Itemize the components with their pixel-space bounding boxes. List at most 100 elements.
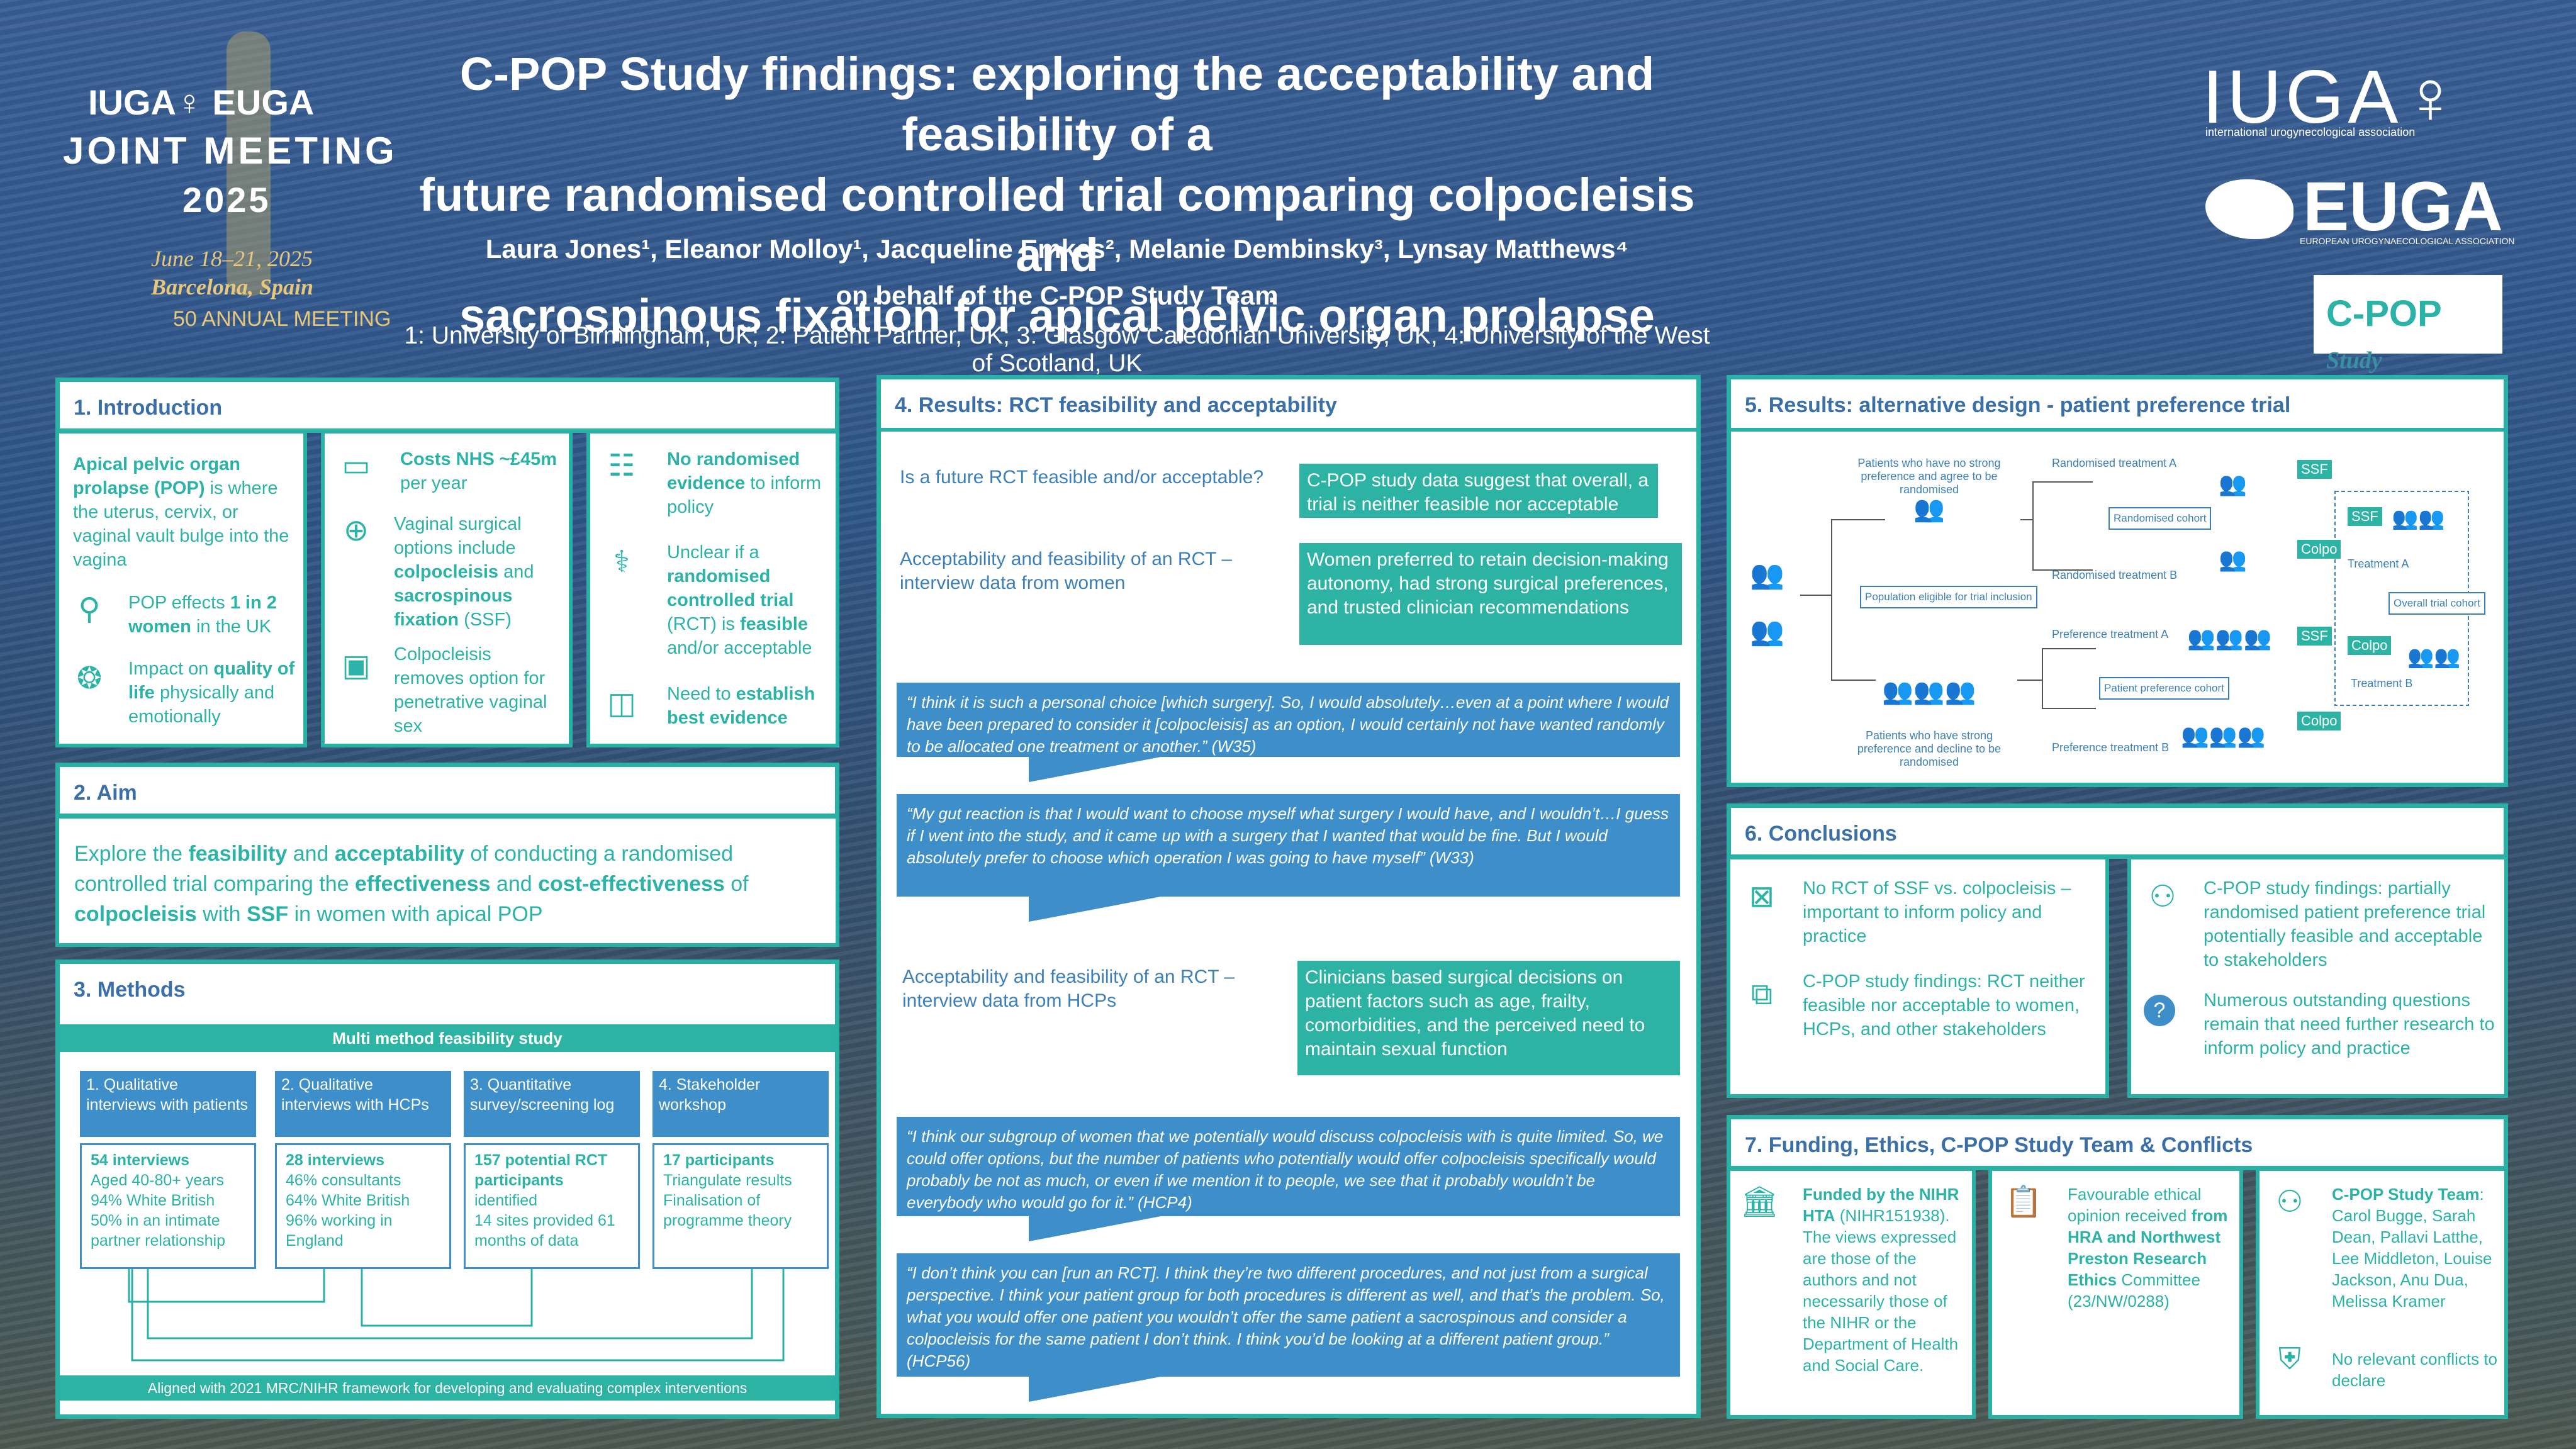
funding-heading: 7. Funding, Ethics, C-POP Study Team & C… xyxy=(1745,1133,2253,1157)
method-3-details: 157 potential RCT participants identifie… xyxy=(464,1143,640,1269)
affiliations: 1: University of Birmingham, UK; 2: Pati… xyxy=(404,322,1710,377)
randomised-a-label: Randomised treatment A xyxy=(2052,457,2177,469)
vag-b2: sacrospinous fixation xyxy=(394,586,513,630)
alt-design-panel: 5. Results: alternative design - patient… xyxy=(1727,375,2508,787)
team-card: ⚇ C-POP Study Team: Carol Bugge, Sarah D… xyxy=(2256,1167,2508,1419)
x-box-icon: ⊠ xyxy=(1749,880,1775,914)
euga-brain-icon xyxy=(2205,179,2293,239)
funding-card: 🏛 Funded by the NIHR HTA (NIHR151938). T… xyxy=(1727,1167,1976,1419)
nhs-cost: Costs NHS ~£45m per year xyxy=(400,447,564,495)
method-1-item: 94% White British xyxy=(91,1192,215,1209)
impact-pre: Impact on xyxy=(128,659,214,679)
results-divider xyxy=(881,428,1696,432)
aim-p5: of xyxy=(724,872,749,896)
no-rct-evidence: No randomised evidence to inform policy xyxy=(667,447,837,519)
method-1-item: 50% in an intimate partner relationship xyxy=(91,1212,226,1250)
method-3-item: identified xyxy=(474,1192,538,1209)
team-rest: : Carol Bugge, Sarah Dean, Pallavi Latth… xyxy=(2332,1185,2492,1311)
joint-meeting-year: 2025 xyxy=(182,180,271,220)
preference-a-label: Preference treatment A xyxy=(2052,628,2169,641)
aim-p2: and xyxy=(287,842,335,866)
randomised-b-label: Randomised treatment B xyxy=(2052,569,2178,581)
method-3-item: 14 sites provided 61 months of data xyxy=(474,1212,615,1250)
aim-b6: SSF xyxy=(247,902,289,926)
has-preference-label: Patients who have strong preference and … xyxy=(1857,729,2002,768)
iuga-logo: IUGA♀ xyxy=(2202,55,2463,139)
method-4-details: 17 participants Triangulate results Fina… xyxy=(652,1143,829,1269)
treatment-a-people: 👥👥 xyxy=(2392,506,2445,530)
women-icon: ⚲ xyxy=(78,593,101,626)
need-pre: Need to xyxy=(667,684,736,704)
alt-design-heading: 5. Results: alternative design - patient… xyxy=(1745,393,2291,417)
funding-text: Funded by the NIHR HTA (NIHR151938). The… xyxy=(1803,1183,1969,1376)
people-icons: 👥 xyxy=(2219,546,2247,572)
intro-header-panel: 1. Introduction xyxy=(55,378,839,433)
unclear-b2: feasible xyxy=(739,614,808,634)
title-line-3: sacrospinous fixation for apical pelvic … xyxy=(459,289,1655,342)
method-1-lead: 54 interviews xyxy=(91,1151,190,1169)
need-bold: establish best evidence xyxy=(667,684,815,728)
people-icons: 👥 xyxy=(2219,471,2247,496)
treatment-b-label: Treatment B xyxy=(2351,677,2413,690)
aim-body: Explore the feasibility and acceptabilit… xyxy=(55,815,839,947)
ssf-label: SSF xyxy=(2348,507,2382,526)
aim-text: Explore the feasibility and acceptabilit… xyxy=(74,839,820,929)
no-rct-bold: No randomised evidence xyxy=(667,449,800,493)
euga-logo: EUGA xyxy=(2303,168,2503,245)
method-2-item: 96% working in England xyxy=(286,1212,393,1250)
on-behalf: on behalf of the C-POP Study Team xyxy=(836,281,1279,310)
methods-connectors xyxy=(128,1269,785,1362)
randomised-patients-icon: 👥 xyxy=(1913,495,1945,523)
results-question-2: Acceptability and feasibility of an RCT … xyxy=(900,549,1233,593)
need-evidence: Need to establish best evidence xyxy=(667,682,837,730)
vag-mid: and xyxy=(498,562,534,582)
impact-bold: quality of life xyxy=(128,659,295,703)
aim-b1: feasibility xyxy=(188,842,288,866)
pop-def-rest: is where the uterus, cervix, or vaginal … xyxy=(73,478,289,570)
ethics-text: Favourable ethical opinion received from… xyxy=(2068,1183,2237,1312)
aim-p4: and xyxy=(490,872,539,896)
methods-banner: Multi method feasibility study xyxy=(60,1024,835,1052)
aim-p6: with xyxy=(196,902,247,926)
aim-header-panel: 2. Aim xyxy=(55,763,839,818)
ethics-pre: Favourable ethical opinion received xyxy=(2068,1185,2202,1225)
pop-def-bold: Apical pelvic organ prolapse (POP) xyxy=(73,454,240,498)
intro-card-2: ▭ Costs NHS ~£45m per year ⊕ Vaginal sur… xyxy=(321,430,573,747)
team-text: C-POP Study Team: Carol Bugge, Sarah Dea… xyxy=(2332,1183,2505,1312)
aim-b5: colpocleisis xyxy=(74,902,197,926)
funding-header-panel: 7. Funding, Ethics, C-POP Study Team & C… xyxy=(1727,1115,2508,1170)
affects-bold: 1 in 2 women xyxy=(128,593,277,637)
cost-bold: Costs NHS ~£45m xyxy=(400,449,557,469)
clipboard-icon: 📋 xyxy=(2005,1185,2042,1219)
alt-design-divider xyxy=(1731,428,2504,432)
preference-b-label: Preference treatment B xyxy=(2052,741,2170,754)
ssf-label: SSF xyxy=(2297,460,2332,479)
aim-b4: cost-effectiveness xyxy=(538,872,725,896)
people-icons: 👥👥👥 xyxy=(2187,625,2272,651)
vaginal-options: Vaginal surgical options include colpocl… xyxy=(394,512,570,632)
patient-preference-diagram: Patients who have no strong preference a… xyxy=(1731,432,2504,783)
method-4-item: Finalisation of programme theory xyxy=(663,1192,792,1229)
institution-icon: 🏛 xyxy=(1740,1185,1779,1219)
population-icon-teal: 👥 xyxy=(1750,616,1784,647)
ethics-bold: from HRA and Northwest Preston Research … xyxy=(2068,1206,2228,1289)
no-rct-post: to inform policy xyxy=(667,473,822,517)
conclusion-4: Numerous outstanding questions remain th… xyxy=(2204,990,2495,1058)
results-quote-w33: “My gut reaction is that I would want to… xyxy=(897,794,1680,922)
results-quote-hcp4: “I think our subgroup of women that we p… xyxy=(897,1117,1680,1241)
colpo-removes: Colpocleisis removes option for penetrat… xyxy=(394,644,547,736)
methods-heading: 3. Methods xyxy=(74,978,186,1002)
team-icon: ⚇ xyxy=(2276,1185,2304,1219)
joint-meeting-x-mark xyxy=(164,31,327,296)
joint-meeting-date: June 18–21, 2025 xyxy=(151,246,313,271)
network-icon: ⧉ xyxy=(1750,978,1773,1011)
impact-post: physically and emotionally xyxy=(128,683,275,727)
intro-card-3: ☷ No randomised evidence to inform polic… xyxy=(586,430,839,747)
unclear-pre: Unclear if a xyxy=(667,542,759,562)
cpop-logo: C-POP Study xyxy=(2314,275,2502,374)
treatment-b-people: 👥👥 xyxy=(2407,645,2461,669)
pop-definition: Apical pelvic organ prolapse (POP) is wh… xyxy=(73,452,289,572)
results-heading: 4. Results: RCT feasibility and acceptab… xyxy=(895,393,1337,417)
colpo-label: Colpo xyxy=(2348,636,2392,655)
affects-pre: POP effects xyxy=(128,593,230,613)
